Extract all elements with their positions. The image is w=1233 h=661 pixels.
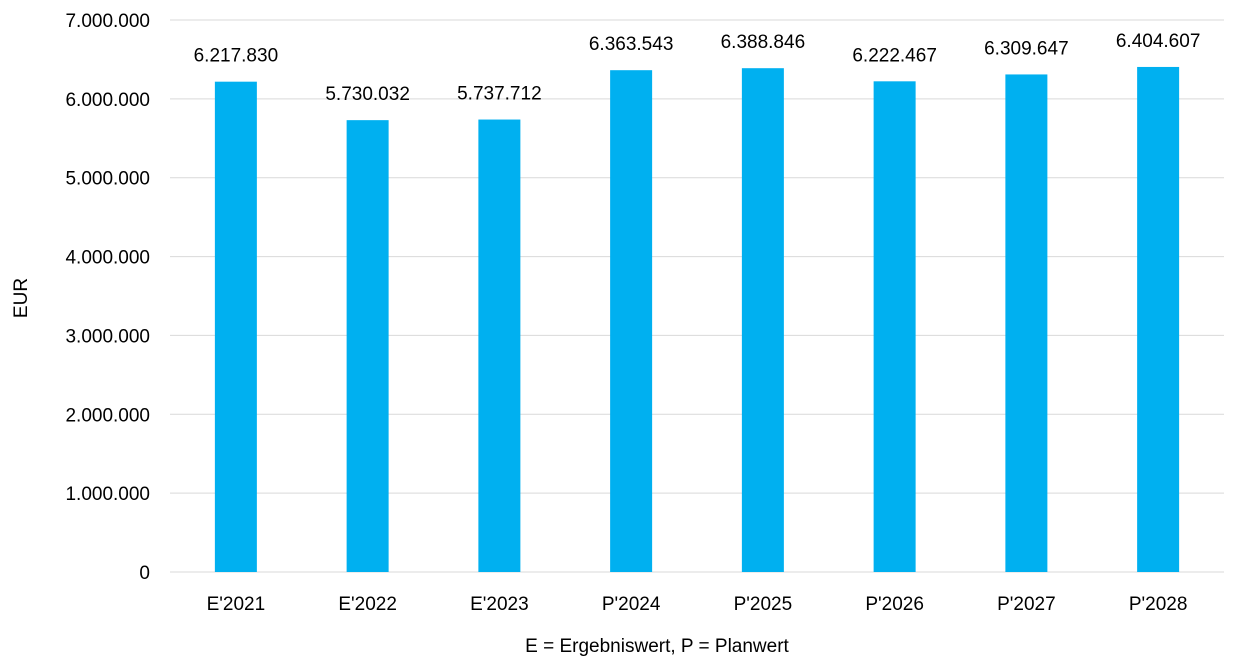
bar bbox=[346, 120, 389, 572]
y-tick-label: 4.000.000 bbox=[65, 248, 150, 269]
x-tick-label: P'2028 bbox=[1129, 594, 1188, 615]
x-tick-label: P'2027 bbox=[997, 594, 1056, 615]
data-label: 6.222.467 bbox=[852, 45, 937, 66]
gridlines bbox=[170, 19, 1224, 573]
data-label: 6.388.846 bbox=[721, 32, 806, 53]
data-label: 6.217.830 bbox=[194, 46, 279, 67]
y-tick-label: 7.000.000 bbox=[65, 11, 150, 32]
x-tick-label: E'2022 bbox=[338, 594, 397, 615]
y-tick-labels: 0 1.000.000 2.000.000 3.000.000 4.000.000 5.0… bbox=[65, 11, 150, 584]
x-tick-label: P'2026 bbox=[865, 594, 924, 615]
bar bbox=[214, 81, 257, 573]
data-label: 6.404.607 bbox=[1116, 31, 1201, 52]
y-tick-label: 2.000.000 bbox=[65, 405, 150, 426]
data-label: 5.737.712 bbox=[457, 84, 542, 105]
x-tick-label: P'2025 bbox=[734, 594, 793, 615]
bar bbox=[478, 119, 521, 572]
x-tick-labels: E'2021 E'2022 E'2023 P'2024 P'2025 P'2026 P'20… bbox=[207, 594, 1188, 615]
data-label: 6.309.647 bbox=[984, 38, 1069, 59]
y-tick-label: 5.000.000 bbox=[65, 169, 150, 190]
x-tick-label: E'2023 bbox=[470, 594, 529, 615]
bars bbox=[214, 66, 1180, 573]
bar bbox=[873, 81, 916, 573]
y-tick-label: 3.000.000 bbox=[65, 326, 150, 347]
x-tick-label: P'2024 bbox=[602, 594, 661, 615]
y-axis-title: EUR bbox=[11, 278, 32, 318]
x-axis-title: E = Ergebniswert, P = Planwert bbox=[525, 636, 789, 657]
bar bbox=[741, 68, 784, 573]
bar bbox=[610, 70, 653, 572]
y-tick-label: 1.000.000 bbox=[65, 484, 150, 505]
y-tick-label: 6.000.000 bbox=[65, 90, 150, 111]
x-tick-label: E'2021 bbox=[207, 594, 266, 615]
data-label: 6.363.543 bbox=[589, 34, 674, 55]
bar bbox=[1005, 74, 1048, 572]
data-labels: 6.217.830 5.730.032 5.737.712 6.363.543 6.38… bbox=[194, 31, 1201, 105]
data-label: 5.730.032 bbox=[325, 84, 410, 105]
y-tick-label: 0 bbox=[139, 563, 150, 584]
bar bbox=[1137, 66, 1180, 572]
